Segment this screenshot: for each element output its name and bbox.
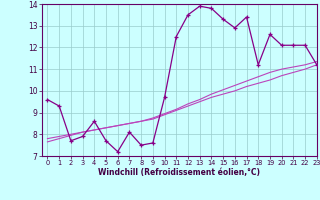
X-axis label: Windchill (Refroidissement éolien,°C): Windchill (Refroidissement éolien,°C)	[98, 168, 260, 177]
